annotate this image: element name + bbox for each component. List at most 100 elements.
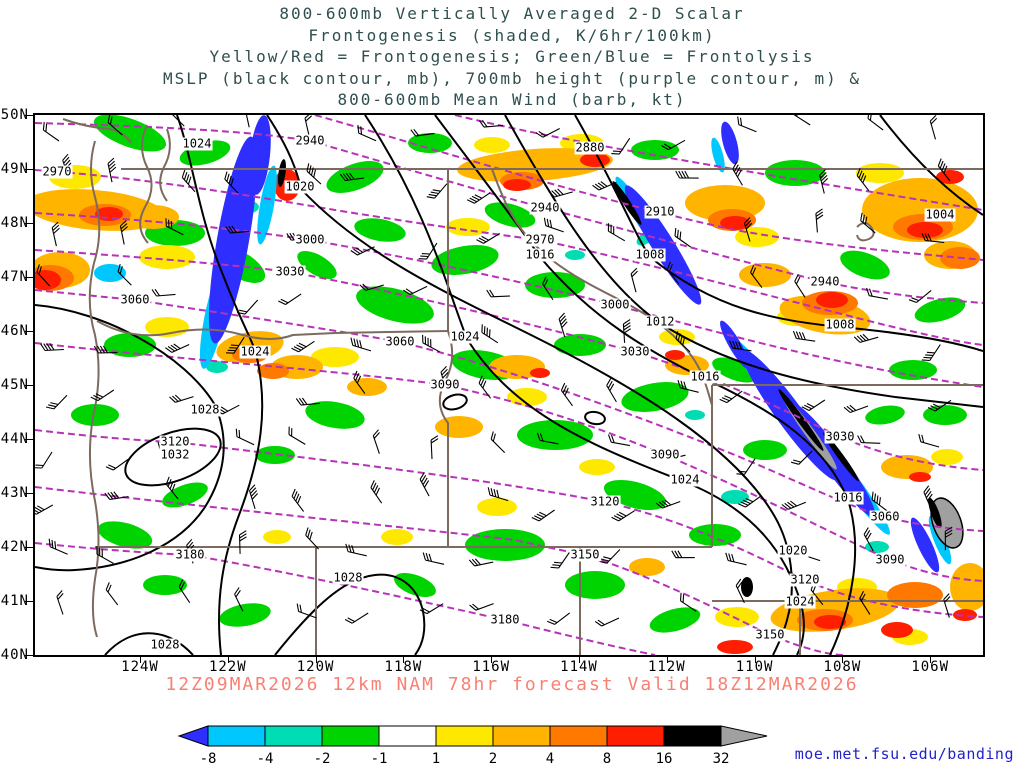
frontogenesis-shading-layer bbox=[35, 115, 983, 654]
latitude-axis: 50N 49N 48N 47N 46N 45N 44N 43N 42N 41N 40N bbox=[0, 107, 30, 663]
map-plot-area: 1024 1020 1004 1016 1008 1012 1008 1024 1024 1016… bbox=[33, 113, 985, 657]
height-contour-label: 3090 bbox=[649, 447, 681, 462]
wind-barb bbox=[51, 221, 60, 247]
wind-barb bbox=[225, 225, 250, 234]
wind-barb bbox=[546, 612, 571, 625]
height-contour-label: 2970 bbox=[524, 232, 556, 247]
wind-barb bbox=[419, 472, 430, 497]
colorbar-tick-label: 16 bbox=[656, 751, 673, 767]
lat-axis-label: 48N bbox=[0, 215, 29, 231]
wind-barb bbox=[735, 578, 745, 604]
wind-barb bbox=[45, 394, 68, 410]
lon-tick bbox=[842, 657, 844, 663]
mslp-contour-label: 1028 bbox=[189, 402, 221, 417]
title-line: MSLP (black contour, mb), 700mb height (… bbox=[163, 68, 861, 88]
colorbar-segment bbox=[435, 725, 494, 747]
lon-axis-label: 114W bbox=[560, 659, 598, 675]
wind-barb bbox=[96, 546, 114, 564]
wind-barb bbox=[165, 476, 179, 500]
chart-title: 800-600mb Vertically Averaged 2-D Scalar… bbox=[0, 3, 1024, 111]
wind-barb bbox=[548, 188, 573, 198]
lon-tick bbox=[579, 657, 580, 663]
wind-barb bbox=[151, 288, 176, 297]
wind-barb bbox=[908, 289, 932, 304]
wind-barb bbox=[35, 504, 54, 515]
wind-barb bbox=[90, 389, 115, 402]
wind-barb bbox=[781, 500, 807, 510]
wind-barb bbox=[42, 122, 60, 142]
wind-barb bbox=[178, 579, 191, 604]
wind-barb bbox=[679, 592, 697, 612]
wind-barb bbox=[56, 590, 64, 615]
wind-barb bbox=[235, 428, 255, 446]
colorbar-tick-label: -2 bbox=[314, 751, 331, 767]
mslp-contour-label: 1024 bbox=[449, 329, 481, 344]
wind-barb bbox=[107, 157, 117, 183]
mslp-contour-label: 1012 bbox=[644, 314, 676, 329]
forecast-caption: 12Z09MAR2026 12km NAM 78hr forecast Vali… bbox=[165, 674, 859, 695]
wind-barb bbox=[104, 491, 129, 500]
lon-tick bbox=[930, 657, 932, 663]
lon-tick bbox=[666, 657, 668, 663]
wind-barb bbox=[666, 261, 680, 285]
wind-barb bbox=[278, 293, 302, 305]
height-contour-label: 3090 bbox=[874, 552, 906, 567]
wind-barb bbox=[224, 171, 239, 194]
wind-barb bbox=[937, 158, 951, 182]
lat-tick bbox=[25, 222, 33, 224]
wind-barb bbox=[918, 433, 940, 448]
height-contour-label: 2940 bbox=[809, 274, 841, 289]
wind-barb bbox=[542, 276, 554, 301]
wind-barb bbox=[234, 587, 244, 612]
wind-barb bbox=[422, 552, 445, 565]
colorbar-tick-label: 2 bbox=[489, 751, 497, 767]
wind-barb bbox=[856, 168, 870, 192]
wind-barb bbox=[35, 451, 53, 469]
lon-tick bbox=[754, 657, 756, 663]
wind-barb bbox=[339, 172, 365, 182]
wind-barb bbox=[606, 378, 617, 403]
lon-axis-label: 110W bbox=[735, 659, 774, 675]
wind-barb bbox=[248, 484, 259, 509]
wind-barb bbox=[306, 163, 322, 185]
lon-axis-label: 108W bbox=[823, 659, 862, 675]
colorbar-under-arrow bbox=[177, 725, 209, 747]
wind-barb bbox=[558, 312, 568, 338]
wind-barb bbox=[674, 228, 691, 248]
colorbar-tick-label: -4 bbox=[257, 751, 274, 767]
wind-barb bbox=[859, 591, 871, 615]
height-contour-label: 3150 bbox=[754, 627, 786, 642]
title-line: Frontogenesis (shaded, K/6hr/100km) bbox=[308, 25, 716, 45]
lat-axis-label: 45N bbox=[0, 377, 29, 393]
lat-axis-label: 42N bbox=[0, 539, 29, 555]
height-contour-label: 3030 bbox=[619, 344, 651, 359]
lat-tick bbox=[25, 330, 33, 332]
wind-barb bbox=[927, 399, 952, 412]
lon-tick bbox=[227, 657, 229, 663]
mslp-contour-label: 1028 bbox=[149, 637, 181, 652]
wind-barb bbox=[245, 115, 250, 128]
wind-barb bbox=[225, 336, 245, 354]
wind-barb bbox=[543, 217, 564, 233]
wind-barb bbox=[165, 218, 184, 236]
wind-barb bbox=[622, 319, 632, 343]
lat-tick bbox=[25, 276, 33, 278]
wind-barb bbox=[486, 289, 511, 298]
credit-link[interactable]: moe.met.fsu.edu/banding bbox=[794, 745, 1014, 763]
height-contour-label: 3030 bbox=[824, 429, 856, 444]
colorbar-tick-label: 4 bbox=[546, 751, 554, 767]
height-contour-label: 2970 bbox=[41, 164, 73, 179]
colorbar-segment bbox=[378, 725, 437, 747]
wind-barb bbox=[476, 233, 500, 244]
lon-tick bbox=[315, 657, 317, 663]
wind-barb bbox=[236, 299, 259, 315]
mslp-contour-label: 1028 bbox=[332, 570, 364, 585]
wind-barb bbox=[535, 128, 560, 138]
title-line: Yellow/Red = Frontogenesis; Green/Blue =… bbox=[209, 47, 815, 66]
wind-barb bbox=[350, 246, 375, 256]
wind-barb bbox=[165, 343, 190, 353]
height-contour-label: 2940 bbox=[529, 200, 561, 215]
wind-barb bbox=[344, 612, 369, 624]
wind-barb bbox=[403, 285, 428, 296]
lat-axis-label: 46N bbox=[0, 323, 29, 339]
